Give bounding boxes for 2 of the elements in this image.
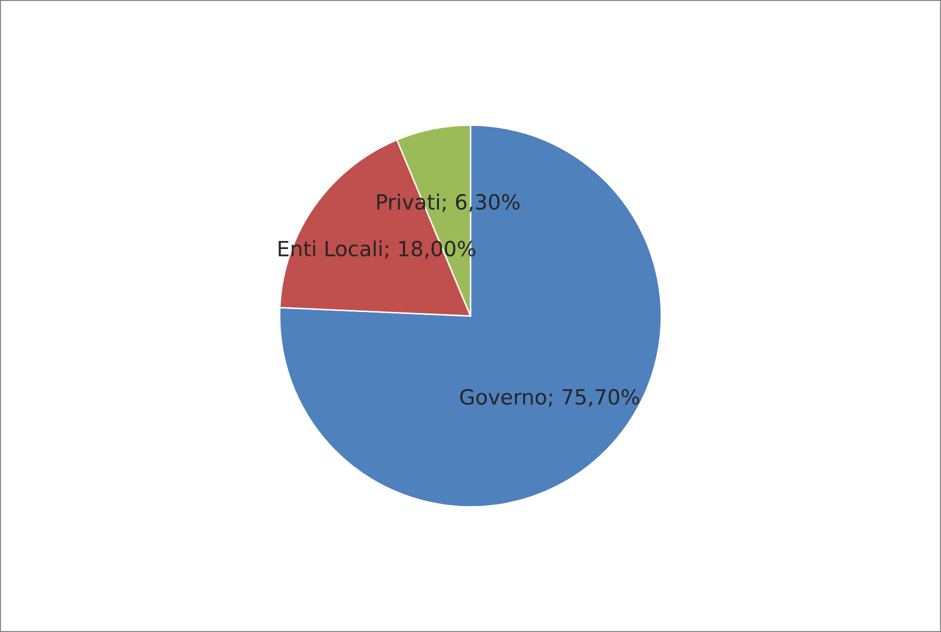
pie-slice <box>278 124 662 508</box>
slice-label: Governo; 75,70% <box>460 389 640 407</box>
